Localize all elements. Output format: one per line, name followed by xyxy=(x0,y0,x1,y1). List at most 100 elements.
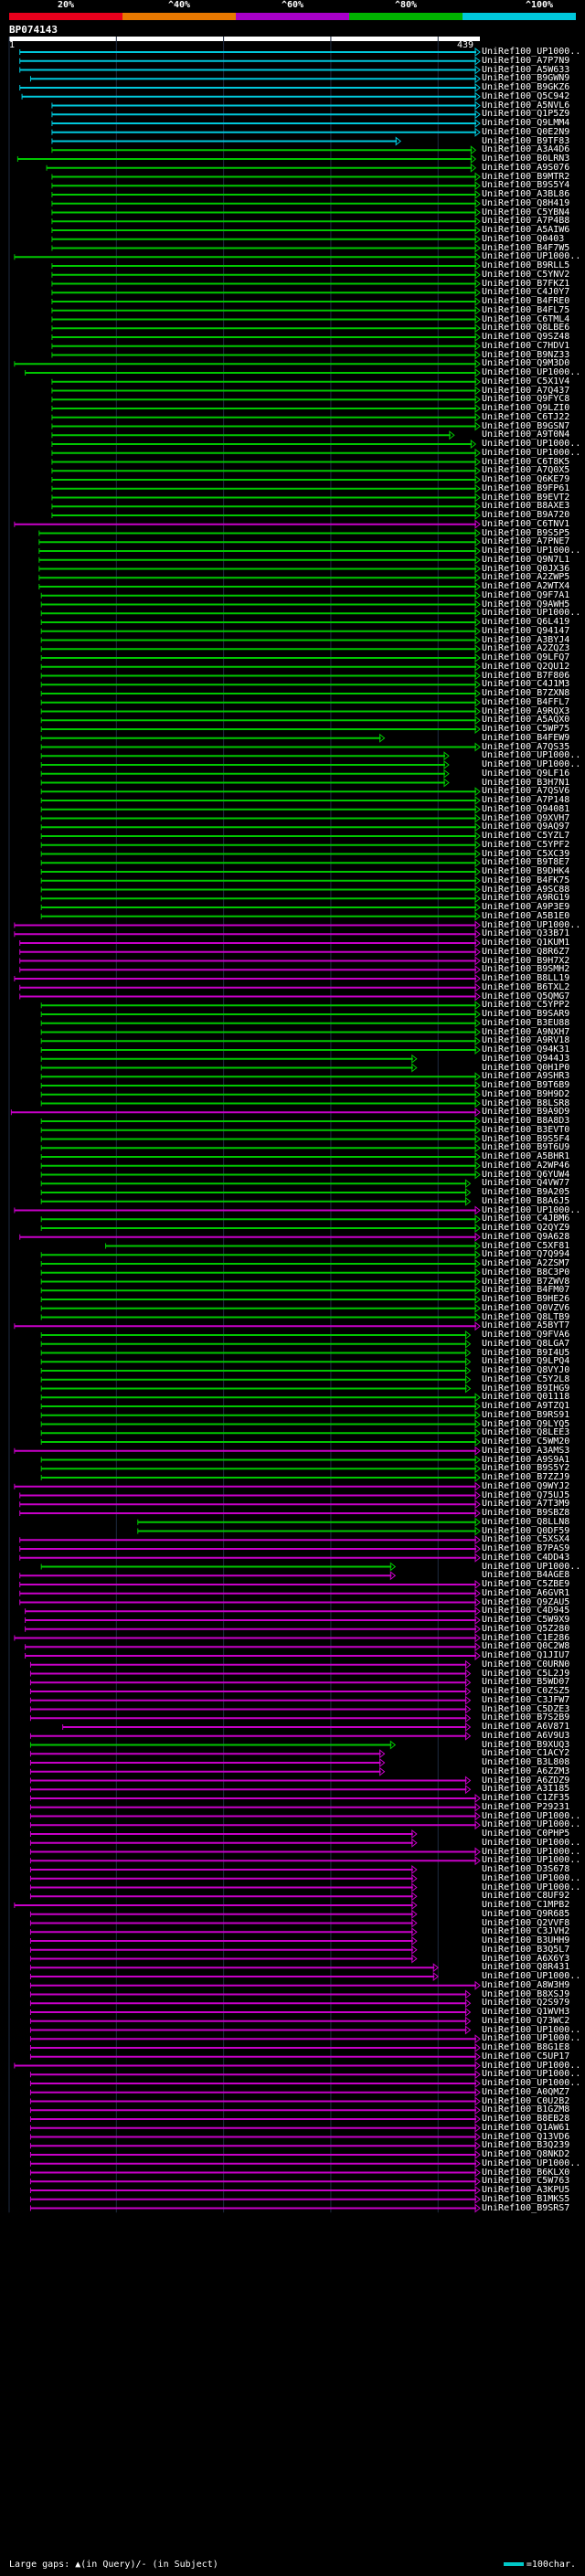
hit-alignment[interactable] xyxy=(40,1312,481,1322)
hit-label[interactable]: UniRef100_Q9LFQ7 xyxy=(482,652,570,663)
hit-alignment[interactable] xyxy=(40,1258,481,1269)
hit-label[interactable]: UniRef100_Q9FYC8 xyxy=(482,394,570,405)
hit-label[interactable]: UniRef100_Q1AW61 xyxy=(482,2122,570,2133)
hit-alignment[interactable] xyxy=(38,564,481,574)
hit-alignment[interactable] xyxy=(40,1286,481,1296)
hit-alignment[interactable] xyxy=(40,1116,481,1127)
hit-alignment[interactable] xyxy=(51,350,481,360)
hit-label[interactable]: UniRef100_C1MPB2 xyxy=(482,1900,570,1910)
hit-alignment[interactable] xyxy=(40,885,481,895)
hit-label[interactable]: UniRef100_A5W633 xyxy=(482,64,570,75)
hit-label[interactable]: UniRef100_B9GKZ6 xyxy=(482,82,570,92)
hit-label[interactable]: UniRef100_C0PHP5 xyxy=(482,1829,570,1839)
hit-label[interactable]: UniRef100_Q2S979 xyxy=(482,1998,570,2009)
hit-label[interactable]: UniRef100_C6TNV1 xyxy=(482,518,570,529)
hit-label[interactable]: UniRef100_B9S5F4 xyxy=(482,1133,570,1144)
hit-alignment[interactable] xyxy=(29,1740,397,1750)
hit-alignment[interactable] xyxy=(38,537,481,547)
hit-alignment[interactable] xyxy=(29,74,481,84)
hit-label[interactable]: UniRef100_A2ZSM7 xyxy=(482,1258,570,1268)
hit-label[interactable]: UniRef100_C3JVH2 xyxy=(482,1926,570,1937)
hit-label[interactable]: UniRef100_Q94147 xyxy=(482,625,570,636)
hit-alignment[interactable] xyxy=(29,2168,481,2178)
hit-label[interactable]: UniRef100_A0QMZ7 xyxy=(482,2086,570,2097)
hit-label[interactable]: UniRef100_UP1000.. xyxy=(482,608,581,619)
hit-label[interactable]: UniRef100_Q5C942 xyxy=(482,90,570,101)
hit-label[interactable]: UniRef100_B9T6U9 xyxy=(482,1142,570,1153)
hit-alignment[interactable] xyxy=(19,982,481,992)
hit-label[interactable]: UniRef100_A5BYT7 xyxy=(482,1320,570,1331)
hit-alignment[interactable] xyxy=(51,305,481,315)
hit-label[interactable]: UniRef100_UP1000.. xyxy=(482,2157,581,2168)
hit-label[interactable]: UniRef100_B1GZM8 xyxy=(482,2104,570,2115)
hit-alignment[interactable] xyxy=(19,1490,481,1500)
hit-label[interactable]: UniRef100_B9I4U5 xyxy=(482,1347,570,1358)
hit-alignment[interactable] xyxy=(29,1864,418,1875)
hit-label[interactable]: UniRef100_B9SAR9 xyxy=(482,1009,570,1019)
hit-label[interactable]: UniRef100_Q9ZAU5 xyxy=(482,1596,570,1607)
hit-alignment[interactable] xyxy=(51,457,481,467)
hit-label[interactable]: UniRef100_B4F7W5 xyxy=(482,242,570,253)
hit-alignment[interactable] xyxy=(40,1044,481,1055)
hit-alignment[interactable] xyxy=(40,1134,481,1144)
hit-alignment[interactable] xyxy=(40,1170,481,1180)
hit-label[interactable]: UniRef100_B9RLL5 xyxy=(482,260,570,270)
hit-alignment[interactable] xyxy=(19,1553,481,1563)
hit-label[interactable]: UniRef100_C8UF92 xyxy=(482,1891,570,1902)
hit-alignment[interactable] xyxy=(40,1330,472,1341)
hit-alignment[interactable] xyxy=(29,1659,472,1670)
hit-label[interactable]: UniRef100_B8LL19 xyxy=(482,973,570,983)
hit-alignment[interactable] xyxy=(40,858,481,868)
hit-label[interactable]: UniRef100_UP1000.. xyxy=(482,1819,581,1830)
hit-label[interactable]: UniRef100_B7ZZJ9 xyxy=(482,1472,570,1482)
hit-label[interactable]: UniRef100_B8XSJ9 xyxy=(482,1988,570,1999)
hit-alignment[interactable] xyxy=(14,2061,481,2071)
hit-alignment[interactable] xyxy=(29,1847,481,1857)
hit-label[interactable]: UniRef100_B9RS91 xyxy=(482,1409,570,1420)
hit-alignment[interactable] xyxy=(51,395,481,405)
hit-label[interactable]: UniRef100_UP1000.. xyxy=(482,2078,581,2088)
hit-alignment[interactable] xyxy=(40,1472,481,1483)
hit-alignment[interactable] xyxy=(19,1597,481,1607)
hit-label[interactable]: UniRef100_B0LRN3 xyxy=(482,154,570,164)
hit-label[interactable]: UniRef100_A9TZQ1 xyxy=(482,1401,570,1411)
hit-label[interactable]: UniRef100_C5L2J9 xyxy=(482,1668,570,1679)
hit-label[interactable]: UniRef100_B8A8D3 xyxy=(482,1116,570,1126)
hit-label[interactable]: UniRef100_Q0DF59 xyxy=(482,1525,570,1536)
hit-alignment[interactable] xyxy=(29,1776,472,1786)
hit-alignment[interactable] xyxy=(40,911,481,921)
hit-label[interactable]: UniRef100_Q9A628 xyxy=(482,1231,570,1242)
hit-label[interactable]: UniRef100_B4FL75 xyxy=(482,304,570,315)
hit-label[interactable]: UniRef100_Q0H1P0 xyxy=(482,1062,570,1073)
hit-alignment[interactable] xyxy=(40,635,481,645)
hit-alignment[interactable] xyxy=(29,1793,481,1804)
hit-alignment[interactable] xyxy=(40,1054,418,1064)
hit-alignment[interactable] xyxy=(40,688,481,699)
hit-label[interactable]: UniRef100_Q0JX36 xyxy=(482,563,570,574)
hit-alignment[interactable] xyxy=(29,2132,481,2142)
hit-label[interactable]: UniRef100_C4JBM6 xyxy=(482,1214,570,1224)
hit-label[interactable]: UniRef100_Q8NKD2 xyxy=(482,2149,570,2159)
hit-alignment[interactable] xyxy=(40,804,481,814)
hit-label[interactable]: UniRef100_B9GWN9 xyxy=(482,73,570,84)
hit-label[interactable]: UniRef100_UP1000.. xyxy=(482,750,581,761)
hit-label[interactable]: UniRef100_Q9N7L1 xyxy=(482,554,570,565)
hit-label[interactable]: UniRef100_B7F806 xyxy=(482,670,570,681)
hit-alignment[interactable] xyxy=(51,198,481,208)
hit-label[interactable]: UniRef100_B9DHK4 xyxy=(482,866,570,876)
hit-label[interactable]: UniRef100_A9P3E9 xyxy=(482,902,570,912)
hit-alignment[interactable] xyxy=(29,2042,481,2053)
hit-label[interactable]: UniRef100_B8C3P0 xyxy=(482,1267,570,1277)
hit-alignment[interactable] xyxy=(14,920,481,930)
hit-label[interactable]: UniRef100_B3EU88 xyxy=(482,1017,570,1028)
hit-label[interactable]: UniRef100_B9XUQ3 xyxy=(482,1739,570,1750)
hit-alignment[interactable] xyxy=(40,1365,472,1376)
hit-label[interactable]: UniRef100_A3A4D6 xyxy=(482,144,570,155)
hit-alignment[interactable] xyxy=(137,1517,481,1527)
hit-label[interactable]: UniRef100_C4J0Y7 xyxy=(482,287,570,298)
hit-alignment[interactable] xyxy=(40,1267,481,1277)
hit-label[interactable]: UniRef100_C1ACY2 xyxy=(482,1748,570,1759)
hit-label[interactable]: UniRef100_Q7Q994 xyxy=(482,1249,570,1260)
hit-label[interactable]: UniRef100_UP1000.. xyxy=(482,447,581,458)
hit-label[interactable]: UniRef100_A9NXH7 xyxy=(482,1026,570,1037)
